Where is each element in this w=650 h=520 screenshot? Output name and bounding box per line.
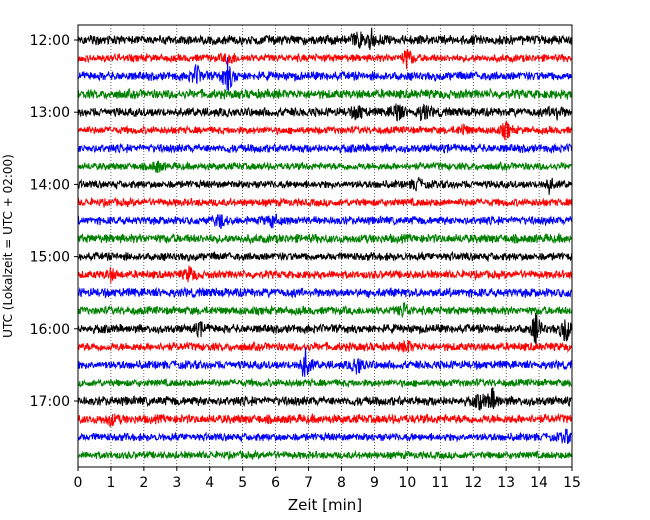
seismic-trace	[77, 176, 573, 195]
seismic-trace	[77, 377, 573, 389]
seismic-trace	[77, 160, 573, 173]
x-tick-label: 6	[271, 475, 280, 491]
seismic-trace	[77, 428, 573, 444]
y-axis-ticks: 12:00 13:00 14:00 15:00 16:00 17:00	[30, 33, 78, 410]
y-tick-label: 17:00	[30, 394, 70, 410]
x-tick-label: 1	[106, 475, 115, 491]
x-tick-label: 7	[304, 475, 313, 491]
plot-frame	[77, 24, 573, 468]
y-tick-label: 12:00	[30, 33, 70, 49]
x-tick-label: 11	[431, 475, 449, 491]
seismic-trace	[77, 312, 573, 346]
y-tick-label: 13:00	[30, 105, 70, 121]
x-tick-label: 5	[238, 475, 247, 491]
trace-series	[77, 27, 573, 461]
seismic-trace	[77, 103, 573, 122]
x-axis-label: Zeit [min]	[288, 496, 362, 514]
seismic-trace	[77, 57, 573, 91]
seismic-trace	[77, 232, 573, 245]
x-tick-label: 12	[464, 475, 482, 491]
seismic-trace	[77, 449, 573, 461]
x-tick-label: 8	[337, 475, 346, 491]
x-tick-label: 10	[398, 475, 416, 491]
x-axis-ticks: 0 1 2 3 4 5 6 7 8 9 10 11 12 13 14 15	[74, 467, 581, 491]
seismic-trace	[77, 213, 573, 230]
seismic-trace	[77, 196, 573, 209]
x-tick-label: 14	[530, 475, 548, 491]
y-tick-label: 15:00	[30, 250, 70, 266]
seismic-trace	[77, 49, 573, 70]
x-tick-label: 0	[74, 475, 83, 491]
x-tick-label: 2	[139, 475, 148, 491]
seismic-trace	[77, 265, 573, 284]
seismic-trace	[77, 387, 573, 411]
seismic-trace	[77, 286, 573, 299]
seismic-trace	[77, 250, 573, 263]
y-tick-label: 16:00	[30, 322, 70, 338]
y-axis-label: UTC (Lokalzeit = UTC + 02:00)	[1, 154, 15, 338]
seismic-trace	[77, 339, 573, 354]
x-tick-label: 9	[370, 475, 379, 491]
x-tick-label: 4	[205, 475, 214, 491]
y-tick-label: 14:00	[30, 177, 70, 193]
x-tick-label: 15	[563, 475, 581, 491]
seismic-trace	[77, 87, 573, 101]
seismic-trace	[77, 412, 573, 427]
seismic-trace	[77, 142, 573, 155]
seismic-trace	[77, 347, 573, 377]
x-tick-label: 3	[172, 475, 181, 491]
seismic-trace	[77, 27, 573, 50]
seismic-trace	[77, 302, 573, 319]
x-tick-label: 13	[497, 475, 515, 491]
seismic-trace	[77, 120, 573, 141]
